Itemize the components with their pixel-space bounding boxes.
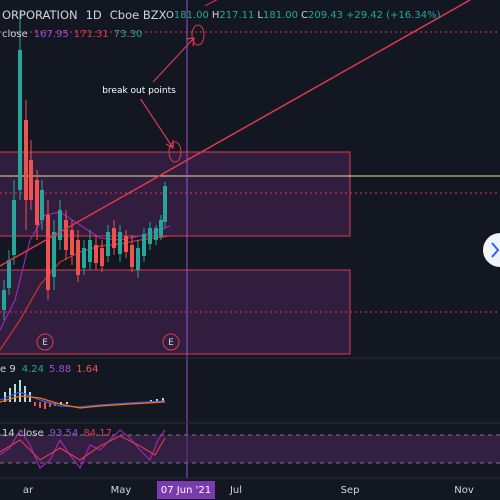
text-part: 93.54	[50, 428, 79, 439]
earnings-marker	[36, 333, 54, 351]
rsi-band	[0, 435, 500, 463]
highlight-circle	[168, 141, 182, 163]
arrow-head	[185, 37, 195, 47]
text-part: 84.17	[83, 428, 112, 439]
text-part: 181.00	[263, 10, 298, 21]
time-label: ar	[23, 485, 34, 496]
text-part: close	[2, 29, 28, 40]
scroll-button[interactable]	[483, 233, 500, 267]
text-part: 73.30	[114, 29, 143, 40]
text-part: e 9	[0, 364, 16, 375]
text-part: O	[166, 10, 174, 21]
time-label: May	[111, 485, 132, 496]
trend-line	[0, 0, 471, 267]
text-part: 181.00	[174, 10, 209, 21]
header: ORPORATION 1D Cboe BZX	[2, 8, 167, 22]
signal-line	[0, 395, 166, 409]
earnings-label: E	[168, 338, 174, 348]
arrow	[204, 0, 218, 7]
text-part: H	[212, 10, 220, 21]
cursor-time-label: 07 Jun '21	[161, 485, 211, 496]
text-part: 171.31	[74, 29, 109, 40]
exchange: Cboe BZX	[110, 8, 167, 22]
text-part: C	[301, 10, 308, 21]
highlight-circle	[191, 24, 205, 46]
text-part: 4.24	[22, 364, 44, 375]
annotation-box	[100, 82, 178, 99]
earnings-label: E	[42, 338, 48, 348]
scroll-icon	[491, 242, 500, 258]
arrow	[139, 97, 174, 149]
earnings-marker	[162, 333, 180, 351]
rsi-ma	[0, 435, 166, 461]
symbol: ORPORATION	[2, 8, 78, 22]
time-label: Jul	[229, 485, 242, 496]
text-part: 209.43	[308, 10, 343, 21]
text-part: L	[257, 10, 263, 21]
moving-average	[0, 211, 171, 331]
text-part: 217.11	[219, 10, 254, 21]
interval: 1D	[86, 8, 102, 22]
time-label: Sep	[341, 485, 360, 496]
text-part: 1.64	[76, 364, 98, 375]
ma-legend: close 167.95 171.31 73.30	[2, 29, 142, 40]
text-part: 5.88	[49, 364, 71, 375]
candles	[2, 10, 167, 320]
text-part: +29.42 (+16.34%)	[346, 10, 441, 21]
annotation: break out points	[102, 86, 176, 96]
text-part: 167.95	[34, 29, 69, 40]
ohlc: O181.00 H217.11 L181.00 C209.43 +29.42 (+16.…	[166, 10, 441, 21]
cursor-time-box	[157, 481, 215, 499]
time-label: Nov	[454, 485, 474, 496]
macd-legend: e 9 4.24 5.88 1.64	[0, 364, 99, 375]
zone-box	[0, 151, 351, 237]
